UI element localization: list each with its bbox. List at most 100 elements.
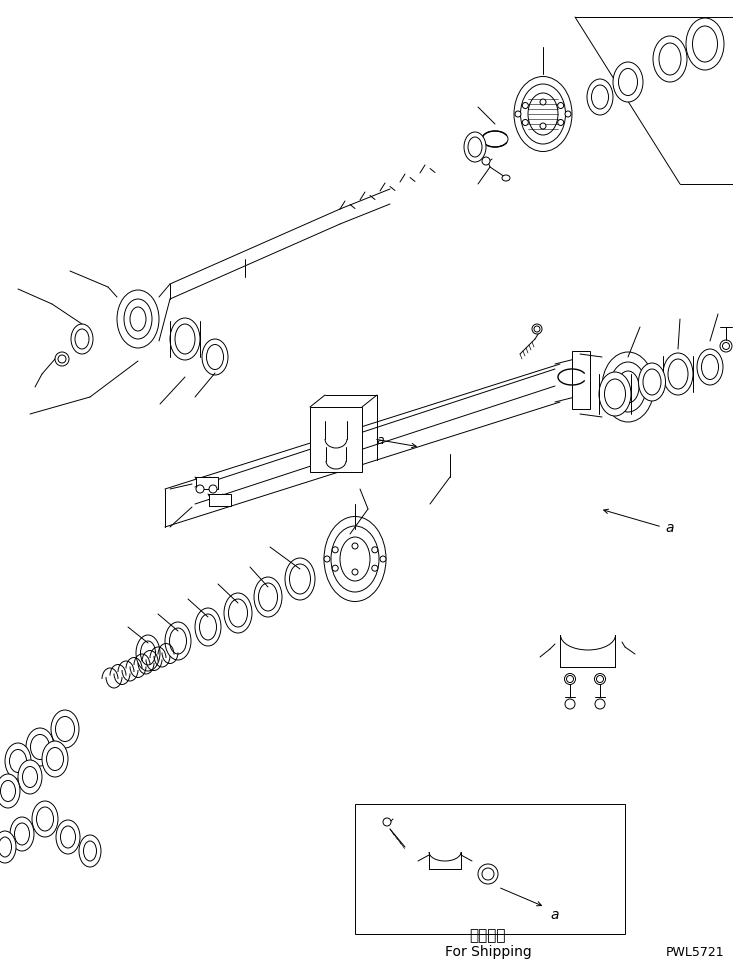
- Ellipse shape: [693, 27, 718, 63]
- Ellipse shape: [324, 517, 386, 602]
- Text: For Shipping: For Shipping: [445, 944, 531, 958]
- Ellipse shape: [175, 325, 195, 355]
- Circle shape: [558, 104, 564, 109]
- Ellipse shape: [5, 743, 31, 779]
- Ellipse shape: [229, 600, 248, 627]
- Bar: [310, 408, 362, 473]
- Circle shape: [523, 120, 528, 126]
- Ellipse shape: [23, 766, 37, 788]
- Circle shape: [332, 566, 338, 572]
- Ellipse shape: [56, 717, 75, 741]
- Ellipse shape: [617, 372, 639, 403]
- Ellipse shape: [520, 85, 565, 144]
- Ellipse shape: [71, 325, 93, 355]
- Ellipse shape: [18, 761, 42, 795]
- Circle shape: [209, 485, 217, 493]
- Ellipse shape: [42, 741, 68, 777]
- Circle shape: [564, 673, 575, 685]
- Circle shape: [482, 868, 494, 880]
- Bar: [355, 804, 625, 934]
- Ellipse shape: [32, 801, 58, 837]
- Ellipse shape: [117, 291, 159, 349]
- Circle shape: [372, 566, 377, 572]
- Circle shape: [565, 700, 575, 709]
- Ellipse shape: [663, 354, 693, 395]
- Circle shape: [196, 485, 204, 493]
- Ellipse shape: [464, 133, 486, 163]
- Circle shape: [723, 343, 729, 350]
- Ellipse shape: [638, 363, 666, 401]
- Ellipse shape: [701, 355, 718, 380]
- Circle shape: [478, 864, 498, 884]
- Circle shape: [567, 675, 573, 683]
- Ellipse shape: [605, 380, 625, 410]
- Circle shape: [594, 673, 605, 685]
- Ellipse shape: [0, 831, 16, 863]
- Circle shape: [515, 111, 521, 118]
- Ellipse shape: [56, 820, 80, 854]
- Text: a: a: [550, 907, 559, 922]
- Ellipse shape: [592, 86, 608, 109]
- Circle shape: [58, 356, 66, 363]
- Bar: [572, 352, 590, 410]
- Ellipse shape: [602, 353, 654, 422]
- Ellipse shape: [37, 807, 54, 831]
- Ellipse shape: [259, 583, 278, 611]
- Ellipse shape: [124, 299, 152, 340]
- Circle shape: [380, 556, 386, 562]
- Circle shape: [558, 120, 564, 126]
- Ellipse shape: [643, 369, 661, 395]
- Circle shape: [324, 556, 330, 562]
- Circle shape: [595, 700, 605, 709]
- Ellipse shape: [610, 362, 646, 413]
- Ellipse shape: [599, 373, 631, 417]
- Ellipse shape: [587, 79, 613, 116]
- Bar: [196, 478, 218, 489]
- Circle shape: [383, 818, 391, 827]
- Ellipse shape: [199, 614, 216, 641]
- Ellipse shape: [613, 63, 643, 103]
- Ellipse shape: [668, 359, 688, 390]
- Text: PWL5721: PWL5721: [666, 946, 724, 958]
- Ellipse shape: [514, 78, 572, 152]
- Circle shape: [352, 544, 358, 549]
- Ellipse shape: [686, 19, 724, 71]
- Ellipse shape: [285, 558, 315, 601]
- Circle shape: [55, 353, 69, 366]
- Circle shape: [565, 111, 571, 118]
- Ellipse shape: [340, 538, 370, 581]
- Circle shape: [720, 341, 732, 353]
- Ellipse shape: [207, 345, 224, 370]
- Ellipse shape: [254, 578, 282, 617]
- Ellipse shape: [141, 641, 155, 666]
- Ellipse shape: [224, 593, 252, 634]
- Ellipse shape: [79, 835, 101, 867]
- Ellipse shape: [170, 319, 200, 360]
- Ellipse shape: [1, 781, 15, 801]
- Circle shape: [532, 325, 542, 334]
- Ellipse shape: [51, 710, 79, 748]
- Circle shape: [534, 327, 540, 332]
- Ellipse shape: [0, 774, 20, 808]
- Circle shape: [332, 547, 338, 553]
- Circle shape: [482, 158, 490, 166]
- Ellipse shape: [528, 94, 558, 136]
- Ellipse shape: [136, 636, 160, 672]
- Ellipse shape: [169, 628, 186, 654]
- Ellipse shape: [46, 748, 64, 770]
- Text: a: a: [666, 520, 674, 535]
- Circle shape: [523, 104, 528, 109]
- Text: 運搶部品: 運搶部品: [470, 927, 507, 943]
- Ellipse shape: [84, 841, 97, 861]
- Ellipse shape: [659, 44, 681, 76]
- Ellipse shape: [0, 837, 12, 858]
- Ellipse shape: [331, 526, 379, 592]
- Ellipse shape: [15, 823, 29, 845]
- Ellipse shape: [165, 622, 191, 660]
- Circle shape: [372, 547, 377, 553]
- Ellipse shape: [290, 564, 311, 594]
- Ellipse shape: [10, 817, 34, 851]
- Circle shape: [597, 675, 603, 683]
- Circle shape: [540, 100, 546, 106]
- Ellipse shape: [75, 329, 89, 350]
